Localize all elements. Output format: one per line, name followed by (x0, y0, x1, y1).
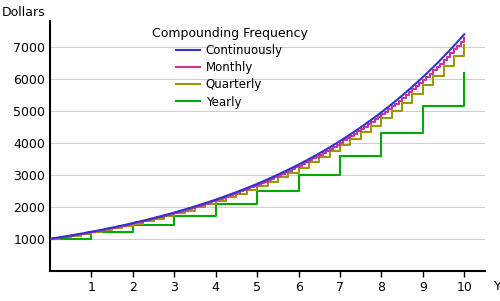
Continuously (230, 192, 235, 195)
Yearly (212, 203, 218, 206)
Yearly (420, 104, 426, 107)
Yearly (462, 71, 468, 74)
Yearly (47, 237, 53, 241)
Quarterly (306, 161, 312, 164)
Yearly (337, 173, 343, 177)
Yearly (130, 231, 136, 234)
Monthly (458, 44, 464, 48)
Continuously (378, 111, 384, 115)
Yearly (462, 104, 468, 107)
Yearly (212, 214, 218, 217)
Quarterly (358, 137, 364, 141)
Yearly (296, 189, 302, 193)
Monthly (382, 113, 388, 116)
Monthly (47, 237, 53, 241)
Quarterly (462, 44, 468, 47)
Quarterly (47, 237, 53, 241)
Continuously (332, 143, 338, 146)
Yearly (172, 214, 177, 217)
Monthly (285, 171, 291, 174)
Y-axis label: Dollars: Dollars (2, 6, 46, 19)
Quarterly (420, 84, 426, 87)
Line: Monthly: Monthly (50, 38, 465, 239)
Yearly (88, 231, 94, 234)
Yearly (254, 189, 260, 193)
Line: Yearly: Yearly (50, 73, 465, 239)
Yearly (172, 223, 177, 227)
Yearly (296, 173, 302, 177)
Line: Quarterly: Quarterly (50, 45, 465, 239)
Continuously (47, 237, 53, 241)
Monthly (96, 229, 102, 233)
Continuously (214, 197, 220, 201)
Quarterly (410, 101, 416, 104)
Yearly (378, 154, 384, 158)
X-axis label: Years: Years (494, 280, 500, 293)
Yearly (88, 237, 94, 241)
Quarterly (389, 116, 395, 120)
Yearly (130, 223, 136, 227)
Yearly (254, 203, 260, 206)
Quarterly (275, 175, 281, 179)
Yearly (337, 154, 343, 158)
Continuously (370, 117, 376, 120)
Legend: Continuously, Monthly, Quarterly, Yearly: Continuously, Monthly, Quarterly, Yearly (152, 27, 308, 108)
Line: Continuously: Continuously (50, 34, 465, 239)
Monthly (206, 202, 212, 205)
Yearly (420, 131, 426, 135)
Monthly (354, 132, 360, 135)
Monthly (462, 36, 468, 40)
Continuously (462, 33, 468, 36)
Continuously (90, 230, 96, 233)
Yearly (378, 131, 384, 135)
